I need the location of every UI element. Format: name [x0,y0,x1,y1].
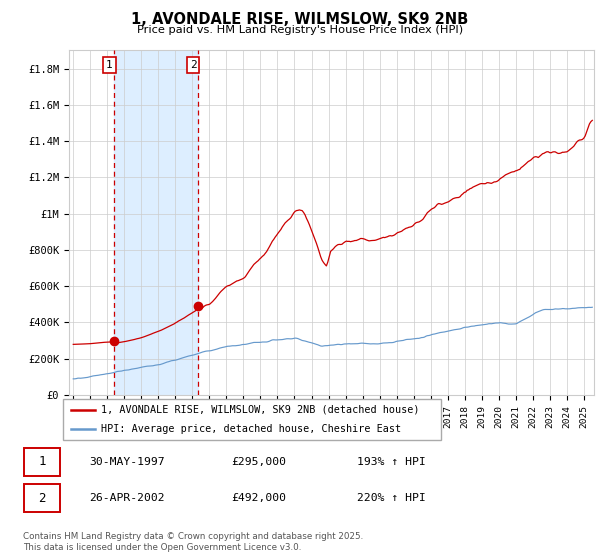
Text: 26-APR-2002: 26-APR-2002 [89,493,164,503]
FancyBboxPatch shape [25,447,60,476]
Text: 1: 1 [38,455,46,468]
Text: 1, AVONDALE RISE, WILMSLOW, SK9 2NB (detached house): 1, AVONDALE RISE, WILMSLOW, SK9 2NB (det… [101,405,419,415]
Text: 1, AVONDALE RISE, WILMSLOW, SK9 2NB: 1, AVONDALE RISE, WILMSLOW, SK9 2NB [131,12,469,27]
Text: HPI: Average price, detached house, Cheshire East: HPI: Average price, detached house, Ches… [101,424,401,434]
Text: 2: 2 [38,492,46,505]
Text: Price paid vs. HM Land Registry's House Price Index (HPI): Price paid vs. HM Land Registry's House … [137,25,463,35]
Text: 1: 1 [106,60,113,70]
Text: 220% ↑ HPI: 220% ↑ HPI [357,493,426,503]
Text: 193% ↑ HPI: 193% ↑ HPI [357,457,426,466]
FancyBboxPatch shape [25,484,60,512]
Text: £295,000: £295,000 [231,457,286,466]
Text: Contains HM Land Registry data © Crown copyright and database right 2025.: Contains HM Land Registry data © Crown c… [23,532,363,541]
Text: £492,000: £492,000 [231,493,286,503]
Text: This data is licensed under the Open Government Licence v3.0.: This data is licensed under the Open Gov… [23,543,301,552]
Text: 30-MAY-1997: 30-MAY-1997 [89,457,164,466]
Text: 2: 2 [190,60,196,70]
FancyBboxPatch shape [63,399,441,440]
Bar [114,50,198,395]
